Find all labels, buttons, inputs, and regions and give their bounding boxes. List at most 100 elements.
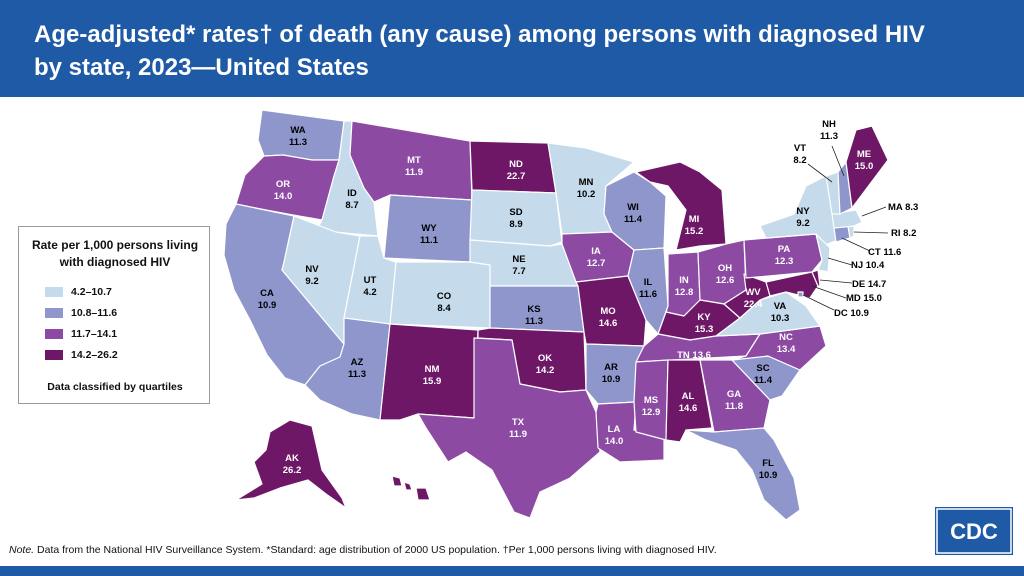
- legend-footnote: Data classified by quartiles: [47, 381, 183, 393]
- label-il: IL 11.6: [639, 277, 657, 300]
- cdc-logo-text: CDC: [950, 519, 998, 544]
- label-ak: AK 26.2: [283, 453, 302, 476]
- label-wa: WA 11.3: [289, 125, 307, 148]
- legend-label-3: 11.7–14.1: [71, 328, 118, 340]
- label-ks: KS 11.3: [525, 304, 543, 327]
- state-labels: WA 11.3 OR 14.0 CA 10.9 ID 8.7 NV 9.2 MT 11.9 …: [258, 119, 874, 481]
- label-la: LA 14.0: [605, 424, 624, 447]
- state-sd: [469, 189, 563, 247]
- label-me: ME 15.0: [855, 149, 874, 172]
- label-wy: WY 11.1: [420, 223, 439, 246]
- leader-lines: [802, 145, 889, 311]
- label-de: DE 14.7: [852, 279, 886, 290]
- map-legend: Rate per 1,000 persons living with diagn…: [18, 226, 210, 404]
- label-nm: NM 15.9: [423, 364, 442, 387]
- legend-swatch-4: [45, 350, 63, 360]
- cdc-logo-bg: [935, 507, 1013, 555]
- label-wv: WV 22.4: [744, 287, 763, 310]
- label-md: MD 15.0: [846, 293, 882, 304]
- state-mi: [635, 161, 727, 251]
- label-ut: UT 4.2: [363, 275, 376, 298]
- label-nc: NC 13.4: [777, 332, 796, 355]
- state-hi-island3: [415, 487, 431, 501]
- legend-swatch-3: [45, 329, 63, 339]
- footer-bar: [0, 566, 1024, 576]
- label-nj: NJ 10.4: [851, 260, 885, 271]
- label-sc: SC 11.4: [754, 363, 773, 386]
- leader-ct: [841, 237, 871, 252]
- label-ne: NE 7.7: [512, 254, 525, 277]
- label-ca: CA 10.9: [258, 288, 277, 311]
- label-sd: SD 8.9: [509, 207, 522, 230]
- label-ma: MA 8.3: [888, 202, 918, 213]
- legend-title-line-1: Rate per 1,000 persons living: [31, 238, 199, 252]
- legend-label-2: 10.8–11.6: [71, 307, 118, 319]
- legend-label-1: 4.2–10.7: [71, 286, 112, 298]
- label-ky: KY 15.3: [695, 312, 714, 335]
- label-id: ID 8.7: [345, 188, 358, 211]
- state-ak: [235, 419, 347, 509]
- leader-ma: [861, 206, 887, 217]
- label-mo: MO 14.6: [599, 306, 618, 329]
- label-ri: RI 8.2: [891, 228, 916, 239]
- label-in: IN 12.8: [675, 275, 694, 298]
- label-wi: WI 11.4: [624, 202, 643, 225]
- label-or: OR 14.0: [274, 179, 293, 202]
- label-mn: MN 10.2: [577, 177, 596, 200]
- leader-de: [819, 279, 853, 284]
- leader-md: [811, 285, 847, 299]
- label-ia: IA 12.7: [587, 246, 606, 269]
- legend-swatch-1: [45, 287, 63, 297]
- label-tn: TN 13.6: [677, 350, 711, 361]
- state-ga: [699, 359, 771, 433]
- label-fl: FL 10.9: [759, 458, 778, 481]
- us-map-svg: WA 11.3 OR 14.0 CA 10.9 ID 8.7 NV 9.2 MT 11.9 …: [223, 109, 919, 521]
- legend-swatch-2: [45, 308, 63, 318]
- leader-vt: [807, 163, 833, 183]
- legend-title: Rate per 1,000 persons living with diagn…: [19, 237, 211, 271]
- leader-ri: [853, 231, 889, 234]
- note-text: Data from the National HIV Surveillance …: [34, 544, 717, 556]
- leader-nj: [827, 257, 853, 266]
- leader-dc: [802, 294, 835, 311]
- state-ct: [833, 225, 851, 243]
- label-co: CO 8.4: [437, 291, 451, 314]
- label-ny: NY 9.2: [796, 206, 810, 229]
- label-oh: OH 12.6: [716, 263, 735, 286]
- state-hi-island2: [403, 481, 413, 491]
- label-tx: TX 11.9: [509, 417, 527, 440]
- label-mt: MT 11.9: [405, 155, 423, 178]
- title-line-2: by state, 2023—United States: [34, 54, 369, 81]
- label-ms: MS 12.9: [642, 395, 661, 418]
- label-nv: NV 9.2: [305, 264, 319, 287]
- label-ct: CT 11.6: [868, 247, 901, 258]
- label-hi: HI 17.7: [399, 490, 418, 513]
- label-al: AL 14.6: [679, 391, 698, 414]
- header-bar: Age-adjusted* rates† of death (any cause…: [0, 0, 1024, 97]
- state-hi: [391, 475, 403, 487]
- state-fl: [685, 427, 801, 521]
- state-dc: [797, 291, 804, 298]
- note-prefix: Note.: [9, 544, 35, 556]
- cdc-logo: CDC: [935, 507, 1013, 555]
- footnote: Note. Data from the National HIV Surveil…: [9, 544, 717, 556]
- state-tx: [417, 337, 601, 519]
- callout-labels: MA 8.3 RI 8.2 CT 11.6 NJ 10.4 DE 14.7 MD…: [283, 202, 919, 513]
- legend-title-line-2: with diagnosed HIV: [59, 255, 171, 269]
- state-nj: [815, 233, 831, 273]
- label-pa: PA 12.3: [775, 244, 794, 267]
- page-title: Age-adjusted* rates† of death (any cause…: [34, 18, 994, 84]
- state-ms: [633, 359, 669, 441]
- state-de: [811, 269, 821, 287]
- label-va: VA 10.3: [771, 301, 790, 324]
- label-vt: VT 8.2: [793, 143, 806, 166]
- leader-nh: [831, 145, 845, 177]
- state-me: [845, 125, 889, 209]
- title-line-1: Age-adjusted* rates† of death (any cause…: [34, 21, 925, 48]
- label-ga: GA 11.8: [725, 389, 743, 412]
- label-ar: AR 10.9: [602, 362, 621, 385]
- label-mi: MI 15.2: [685, 214, 704, 237]
- legend-label-4: 14.2–26.2: [71, 349, 118, 361]
- label-nd: ND 22.7: [507, 159, 526, 182]
- us-map: WA 11.3 OR 14.0 CA 10.9 ID 8.7 NV 9.2 MT 11.9 …: [0, 97, 1024, 537]
